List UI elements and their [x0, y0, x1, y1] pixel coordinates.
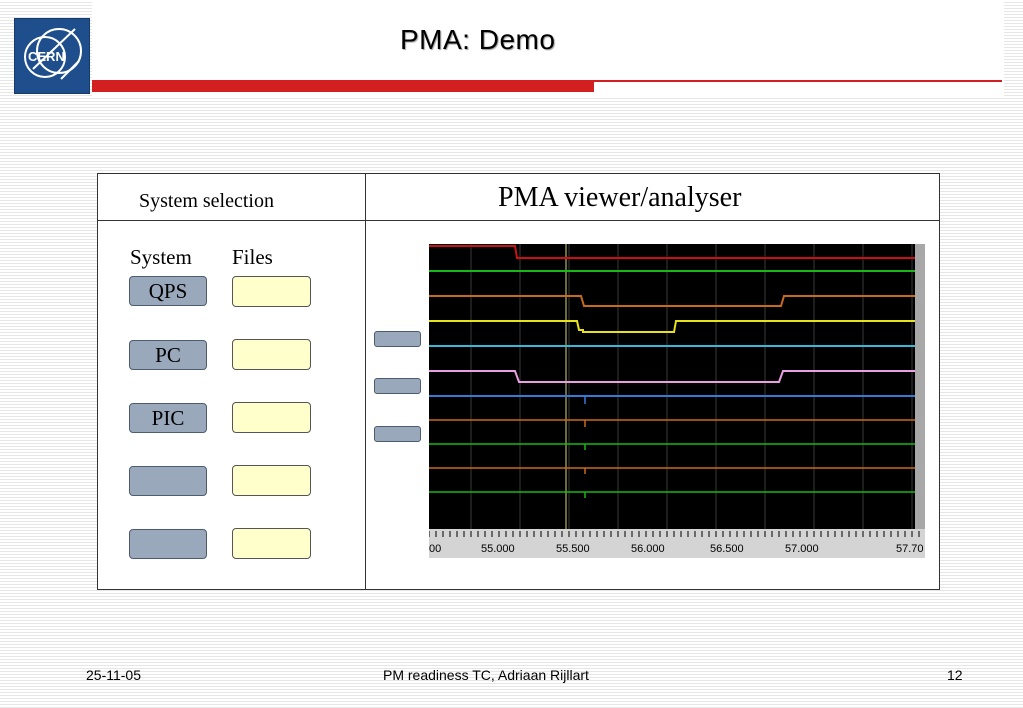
system-button-5[interactable] — [129, 529, 207, 559]
axis-tick-label: 55.000 — [481, 543, 515, 555]
file-button-4[interactable] — [232, 465, 311, 496]
file-button-2[interactable] — [232, 339, 311, 370]
trace-pink — [429, 370, 915, 383]
files-column-label: Files — [232, 245, 273, 269]
footer-center: PM readiness TC, Adriaan Rijllart — [383, 667, 589, 683]
file-button-3[interactable] — [232, 402, 311, 433]
viewer-header: PMA viewer/analyser — [498, 182, 742, 213]
trace-yellow — [429, 320, 915, 333]
channel-button-1[interactable] — [374, 331, 421, 347]
system-selection-header: System selection — [139, 190, 274, 212]
slide-title: PMA: Demo — [400, 24, 556, 55]
title-underline-thin — [594, 80, 1002, 82]
demo-panel: System selection PMA viewer/analyser Sys… — [97, 173, 940, 590]
logo-text: CERN — [28, 49, 65, 64]
file-button-1[interactable] — [232, 276, 311, 307]
trace-orange-1 — [429, 295, 915, 307]
footer-page-number: 12 — [947, 667, 963, 683]
channel-button-3[interactable] — [374, 426, 421, 442]
axis-tick-label: 56.500 — [710, 543, 744, 555]
channel-button-2[interactable] — [374, 378, 421, 394]
plot-scrollbar[interactable] — [915, 244, 925, 529]
signal-plot-svg: 00 55.000 55.500 56.000 56.500 57.000 57.70 — [429, 244, 925, 558]
title-underline-thick — [92, 80, 594, 92]
system-button-qps[interactable]: QPS — [129, 276, 207, 306]
axis-tick-label: 00 — [429, 543, 441, 555]
axis-tick-label: 57.70 — [896, 543, 924, 555]
axis-tick-label: 57.000 — [785, 543, 819, 555]
system-button-pic[interactable]: PIC — [129, 403, 207, 433]
signal-plot[interactable]: 00 55.000 55.500 56.000 56.500 57.000 57.70 — [429, 244, 925, 558]
axis-tick-label: 56.000 — [631, 543, 665, 555]
trace-red — [429, 245, 915, 259]
column-divider — [365, 174, 366, 589]
system-column-label: System — [130, 245, 192, 269]
system-button-pc[interactable]: PC — [129, 340, 207, 370]
file-button-5[interactable] — [232, 528, 311, 559]
cern-logo: CERN — [14, 18, 90, 94]
axis-tick-label: 55.500 — [556, 543, 590, 555]
header-divider — [98, 220, 939, 221]
footer-date: 25-11-05 — [86, 667, 142, 683]
system-button-4[interactable] — [129, 466, 207, 496]
plot-background — [429, 244, 915, 529]
